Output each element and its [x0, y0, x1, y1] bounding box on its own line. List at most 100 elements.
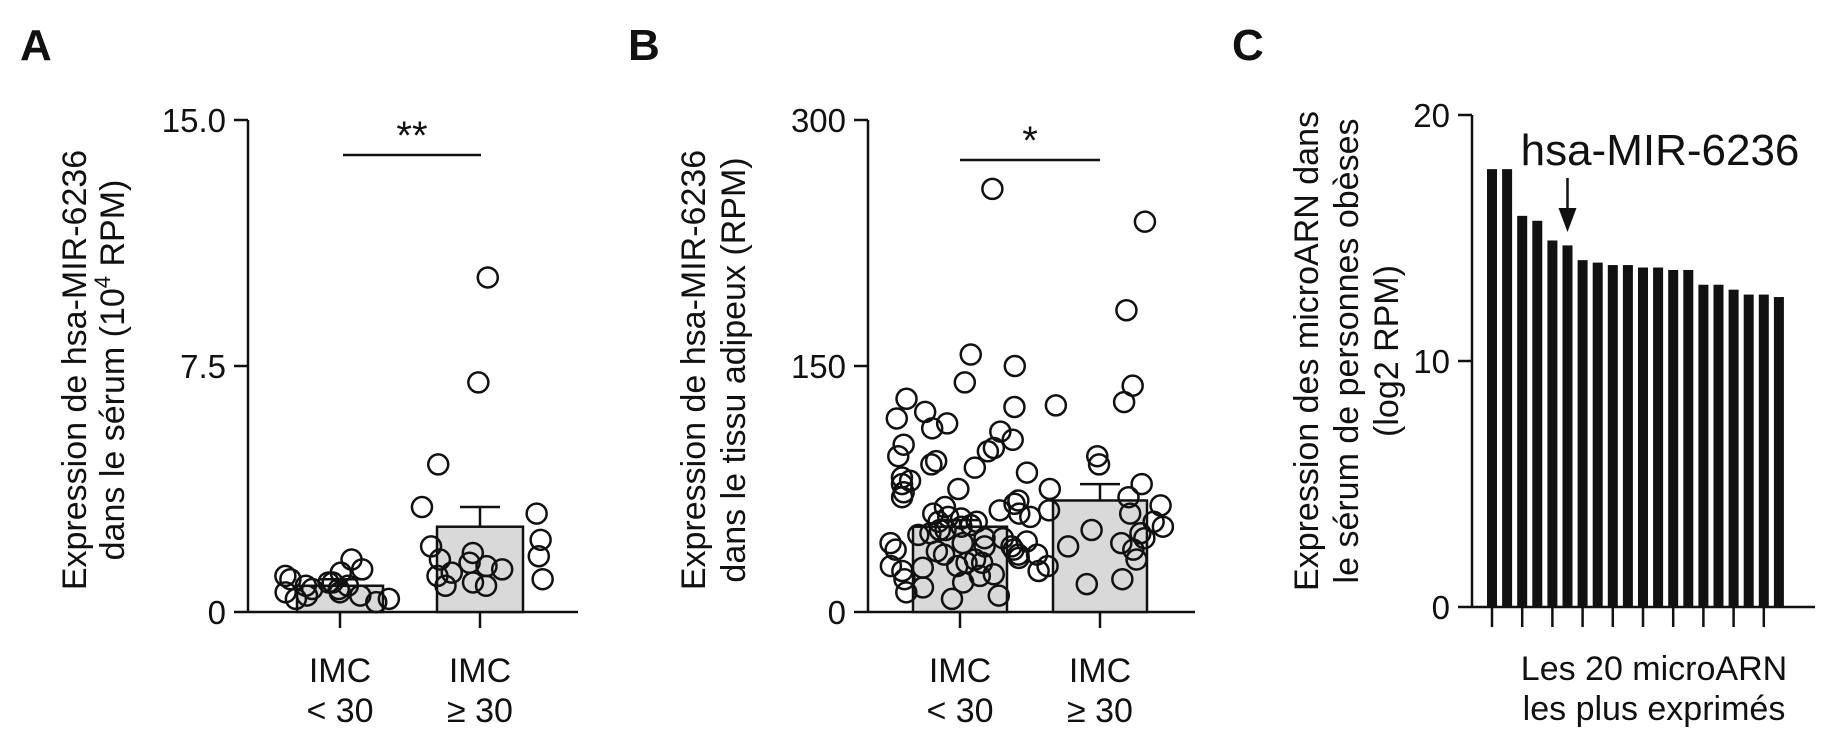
data-point	[922, 502, 945, 525]
data-point	[890, 485, 914, 509]
y-axis-label-b: Expression de hsa-MIR-6236 dans le tissu …	[675, 150, 753, 590]
data-point	[891, 559, 914, 583]
data-point	[426, 453, 450, 476]
y-tick-label: 20	[1413, 97, 1450, 134]
data-point	[1133, 210, 1157, 233]
y-tick-label: 15.0	[162, 102, 226, 139]
y-tick-label: 0	[1432, 589, 1450, 626]
data-point	[893, 567, 916, 591]
bar	[1728, 289, 1739, 607]
y-axis-label-line: Expression des microARN dans	[1288, 111, 1326, 591]
data-point	[879, 554, 903, 578]
data-point	[973, 526, 996, 550]
error-bars-a	[320, 505, 500, 586]
panel-letter-a: A	[20, 21, 52, 70]
x-category-label: IMC	[309, 652, 371, 690]
data-point	[1007, 543, 1030, 566]
data-point	[1112, 390, 1136, 414]
y-axis-label-c: Expression des microARN dans le sérum de …	[1288, 111, 1406, 591]
data-point	[1080, 518, 1103, 542]
data-point	[920, 417, 944, 440]
y-axis-label-line: Expression de hsa-MIR-6236	[56, 150, 94, 590]
bar	[435, 525, 525, 614]
annotation-arrow-head	[1558, 208, 1577, 232]
data-point	[892, 433, 915, 456]
data-point	[920, 453, 943, 476]
significance-a: **	[343, 114, 481, 158]
y-axis-label-line: dans le sérum (104 RPM)	[90, 180, 132, 561]
data-point	[434, 574, 457, 598]
bar	[1607, 265, 1618, 607]
panel-c: C Expression des microARN dans le sérum d…	[1232, 21, 1815, 728]
y-axis-label-a: Expression de hsa-MIR-6236 dans le sérum …	[56, 150, 132, 590]
bar	[1502, 169, 1513, 607]
x-category-label: IMC	[929, 652, 991, 690]
data-point	[1019, 505, 1042, 529]
data-point	[879, 531, 902, 555]
data-point	[461, 541, 485, 565]
bar	[1562, 245, 1573, 607]
data-point	[890, 472, 914, 496]
annotation-label: hsa-MIR-6236	[1521, 126, 1800, 175]
data-point	[377, 587, 401, 611]
x-category-label: ≥ 30	[1067, 692, 1133, 730]
data-point	[476, 266, 500, 289]
x-axis-label-line: Les 20 microARN	[1521, 650, 1787, 688]
data-point	[1056, 535, 1080, 558]
data-point	[527, 544, 551, 568]
data-point	[440, 561, 463, 584]
data-point	[1007, 489, 1030, 512]
bar	[1547, 240, 1558, 607]
bar	[1683, 269, 1694, 607]
axes-b: 0 150 300	[791, 102, 1195, 631]
bar	[1653, 267, 1664, 607]
panel-letter-b: B	[628, 21, 660, 70]
data-point	[1086, 444, 1109, 468]
data-point	[963, 456, 987, 479]
data-point	[976, 440, 1000, 463]
y-tick-label: 150	[791, 348, 846, 385]
bar	[1638, 267, 1648, 607]
data-point	[1130, 472, 1153, 496]
data-point	[932, 543, 956, 566]
data-point	[1003, 395, 1026, 419]
data-point	[1075, 572, 1099, 596]
data-point	[474, 574, 498, 598]
data-point	[950, 515, 973, 538]
data-point	[295, 584, 319, 607]
data-point	[933, 495, 957, 519]
data-point	[951, 531, 975, 555]
bar	[1592, 262, 1603, 607]
data-point	[911, 576, 935, 599]
data-point	[1001, 428, 1024, 452]
y-axis-label-line: le sérum de personnes obèses	[1328, 119, 1366, 584]
data-point	[1110, 531, 1133, 555]
data-point	[1151, 515, 1175, 538]
x-category-label: ≥ 30	[447, 692, 513, 730]
data-point	[959, 343, 983, 366]
panel-b: B Expression de hsa-MIR-6236 dans le tiss…	[628, 21, 1195, 730]
data-point	[1008, 502, 1031, 525]
data-point	[1125, 548, 1148, 571]
points-b	[879, 177, 1175, 611]
data-point	[982, 563, 1006, 586]
bar	[1698, 284, 1709, 607]
data-point	[467, 371, 490, 394]
bar	[1773, 297, 1784, 607]
data-point	[987, 584, 1011, 607]
panel-a: A Expression de hsa-MIR-6236 dans le séru…	[20, 21, 578, 730]
bar	[1487, 169, 1497, 607]
data-point	[490, 558, 514, 581]
data-point	[284, 587, 308, 611]
data-point	[940, 587, 964, 611]
significance-stars: *	[1022, 119, 1038, 163]
data-point	[947, 477, 970, 501]
data-point	[907, 523, 930, 547]
data-point	[935, 412, 959, 435]
bar	[1577, 260, 1588, 607]
y-axis-label-line: (log2 RPM)	[1368, 265, 1406, 437]
data-point	[973, 535, 996, 558]
y-tick-label: 7.5	[180, 348, 226, 385]
data-point	[885, 407, 909, 430]
y-axis-label-line: dans le tissu adipeux (RPM)	[715, 157, 753, 582]
